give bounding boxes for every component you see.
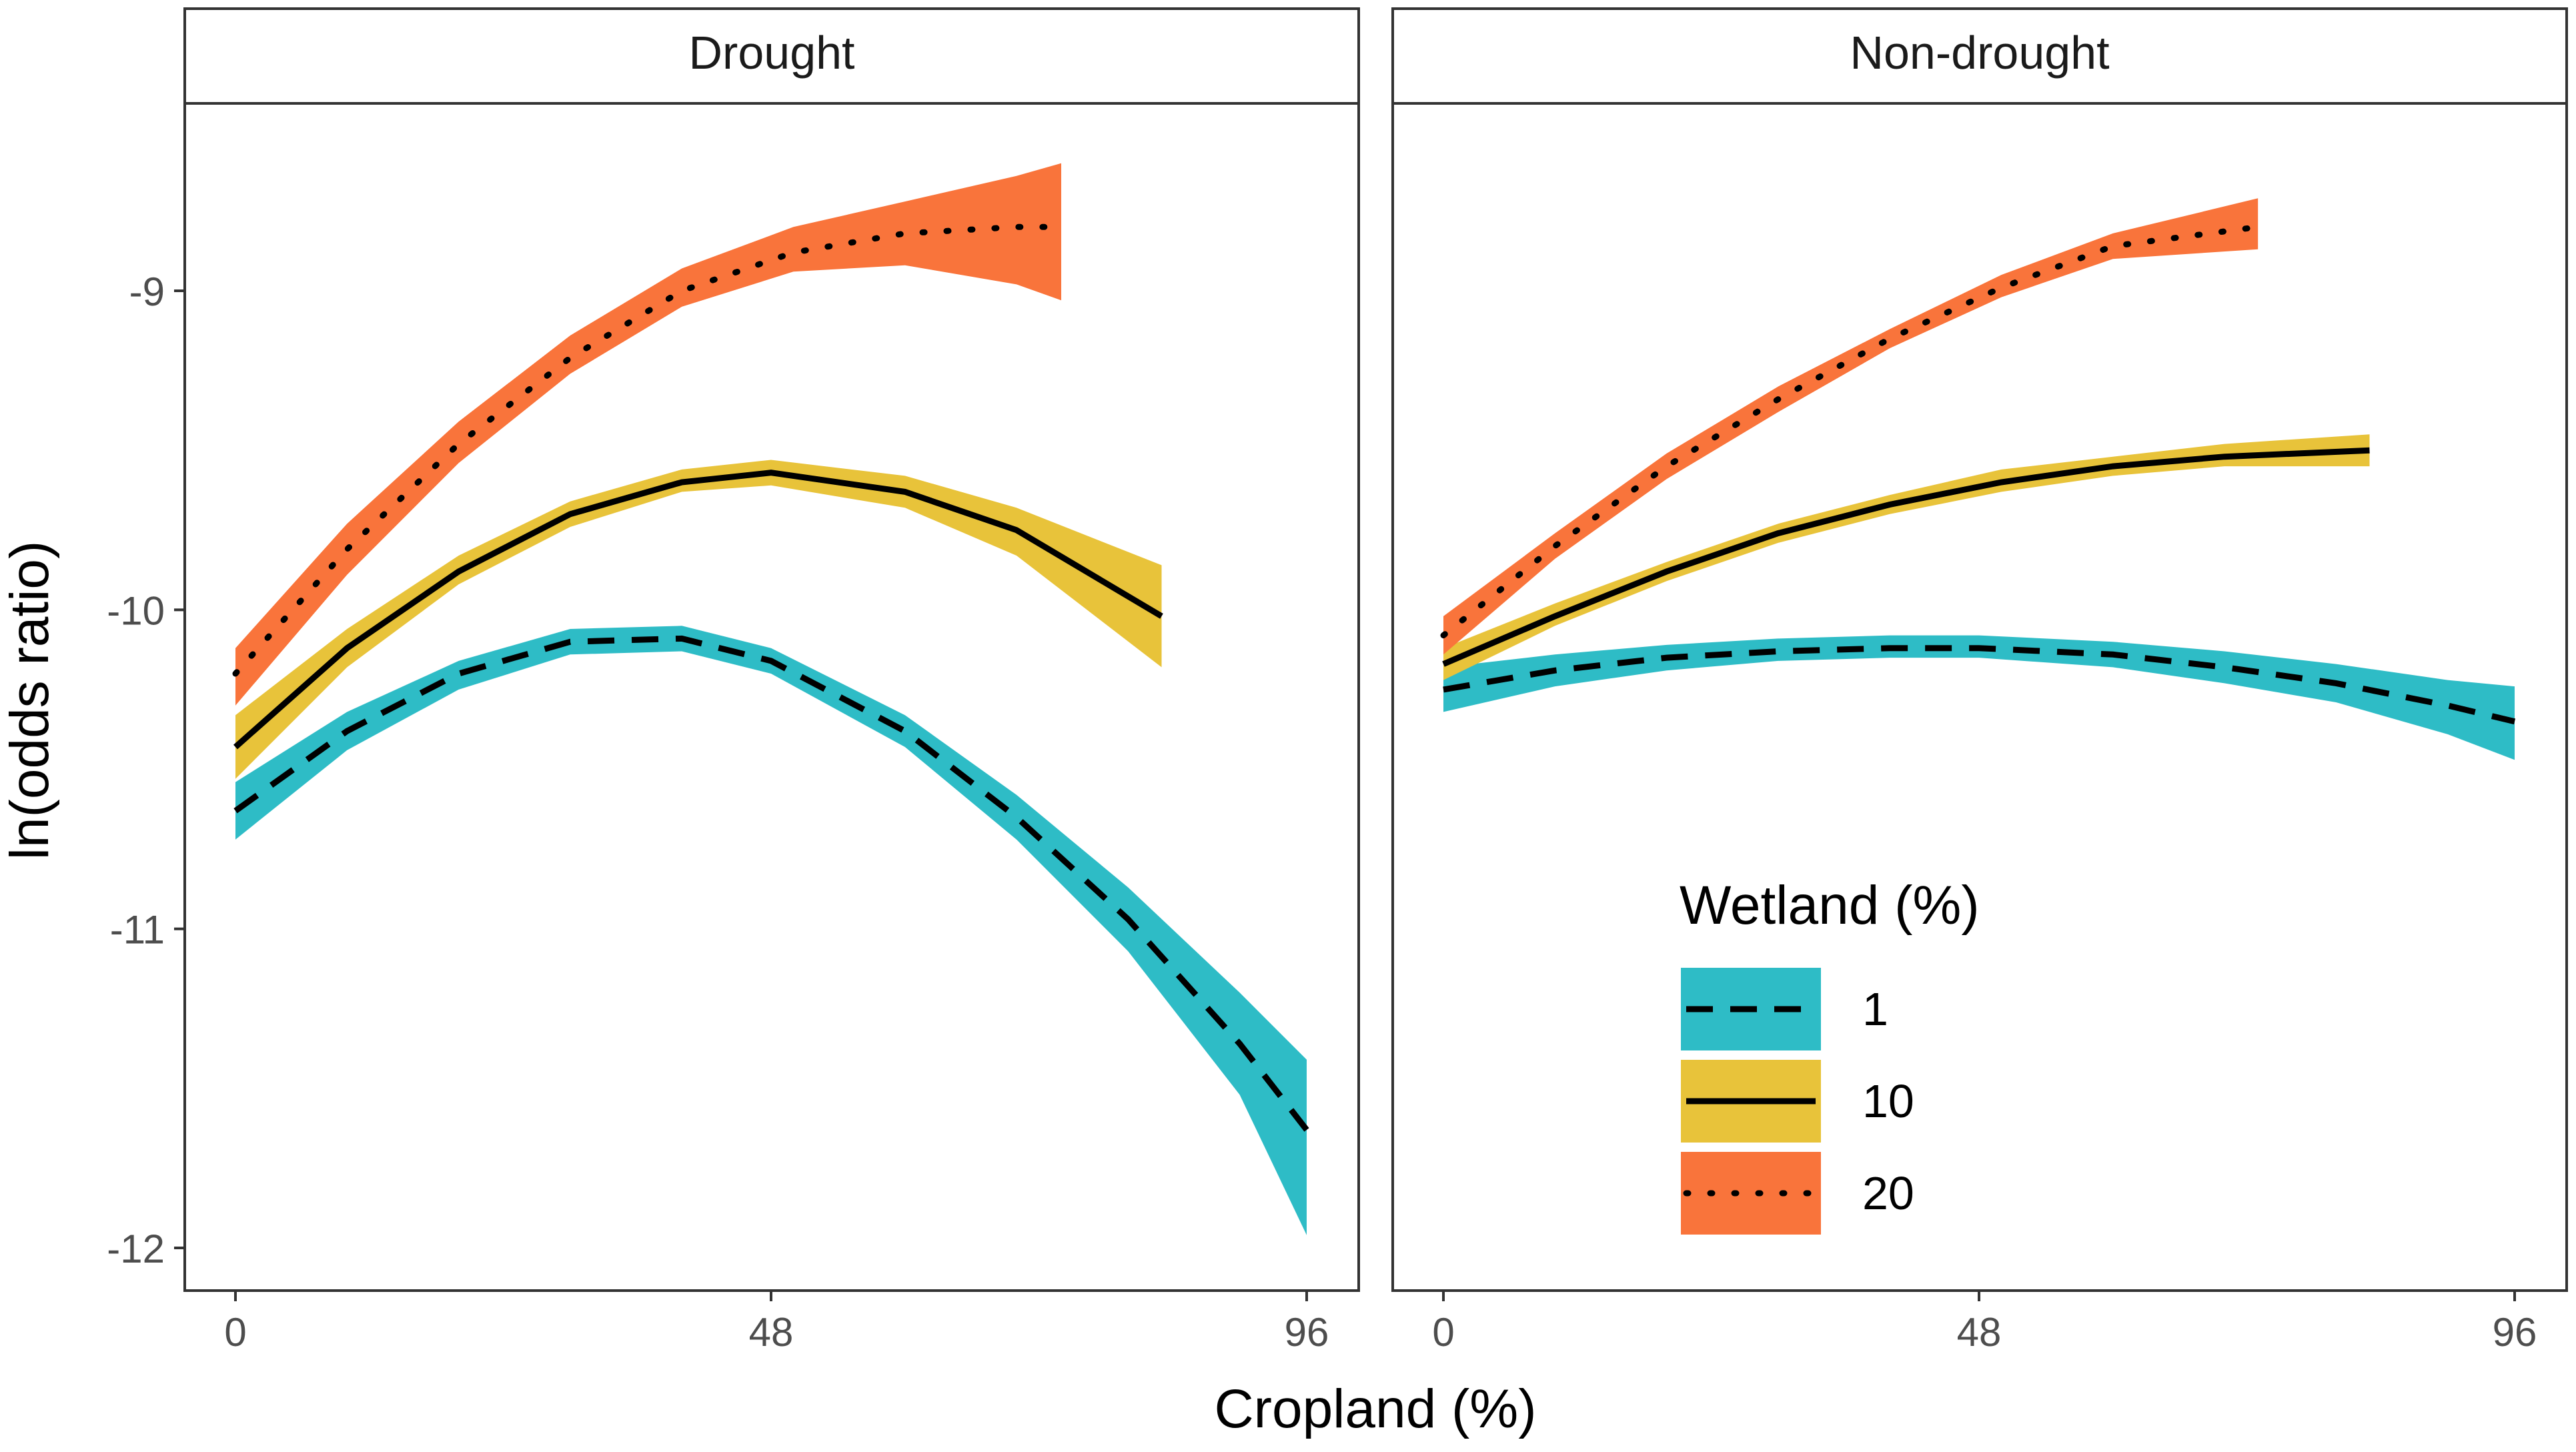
panel-border-drought (183, 102, 1360, 1292)
x-tick-label-drought-48: 48 (749, 1310, 794, 1355)
line-drought-wetland-20 (232, 223, 1065, 677)
x-tick-label-non-drought-48: 48 (1957, 1310, 2002, 1355)
legend-label-wetland-20: 20 (1862, 1167, 1914, 1219)
facet-label-drought: Drought (688, 27, 854, 79)
facet-strip-non-drought (1391, 7, 2568, 105)
y-tick-label--12: -12 (107, 1227, 165, 1271)
line-drought-wetland-10 (233, 470, 1163, 750)
line-non-drought-wetland-10 (1442, 447, 2370, 667)
x-tick-label-non-drought-96: 96 (2493, 1310, 2537, 1355)
x-tick-label-drought-96: 96 (1285, 1310, 1329, 1355)
legend-label-wetland-1: 1 (1862, 983, 1888, 1035)
ribbon-drought-wetland-20 (235, 163, 1061, 706)
line-non-drought-wetland-1 (1443, 645, 2516, 725)
facet-strip-drought (183, 7, 1360, 105)
facet-label-non-drought: Non-drought (1850, 27, 2109, 79)
x-axis-title: Cropland (%) (1214, 1379, 1536, 1439)
x-tick-label-non-drought-0: 0 (1432, 1310, 1454, 1355)
y-tick-label--9: -9 (129, 269, 165, 314)
y-axis-title: ln(odds ratio) (0, 541, 60, 860)
ribbon-drought-wetland-1 (235, 626, 1307, 1235)
line-drought-wetland-1 (233, 635, 1309, 1132)
legend-label-wetland-10: 10 (1862, 1075, 1914, 1127)
line-non-drought-wetland-20 (1440, 223, 2261, 639)
legend-title: Wetland (%) (1680, 875, 1980, 936)
legend-key-wetland-20 (1678, 1149, 1824, 1237)
y-tick-label--11: -11 (110, 908, 165, 952)
ribbon-non-drought-wetland-20 (1443, 198, 2259, 655)
ribbon-non-drought-wetland-10 (1443, 434, 2370, 680)
y-tick-label--10: -10 (107, 588, 165, 633)
x-tick-label-drought-0: 0 (224, 1310, 246, 1355)
ribbon-non-drought-wetland-1 (1443, 635, 2515, 760)
